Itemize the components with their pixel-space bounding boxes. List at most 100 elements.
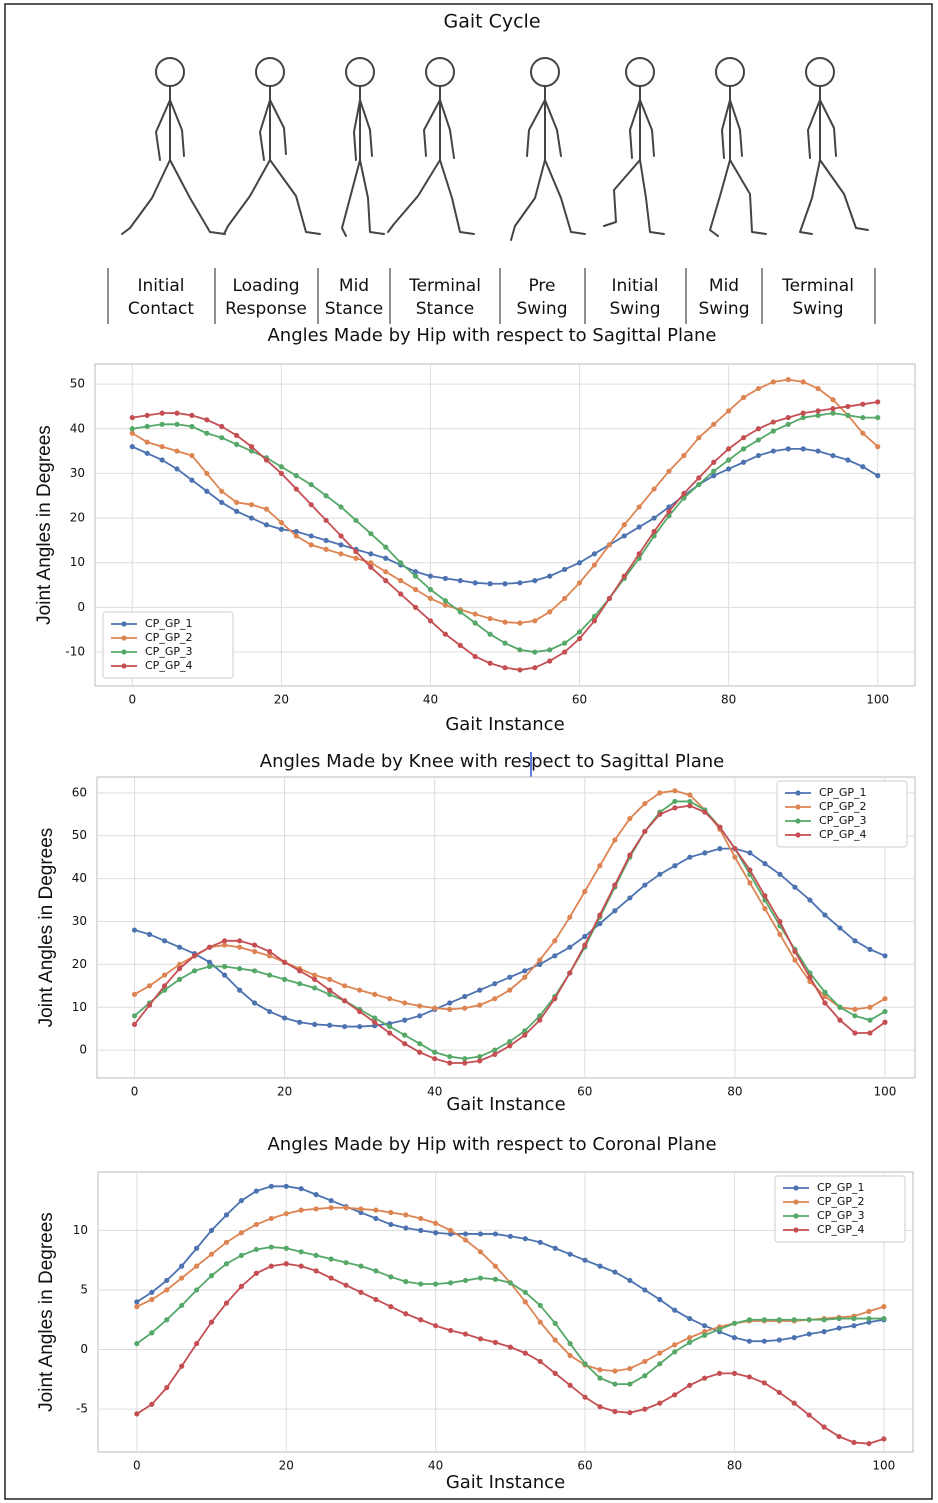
- phase-label: Response: [225, 299, 307, 319]
- y-axis-label: Joint Angles in Degrees: [36, 828, 57, 1028]
- data-point: [131, 1021, 138, 1028]
- data-point: [837, 925, 843, 931]
- data-point: [642, 1358, 648, 1365]
- data-point: [522, 1236, 528, 1242]
- data-point: [701, 1323, 708, 1329]
- data-point: [372, 991, 378, 997]
- x-tick-label: 60: [572, 693, 587, 707]
- data-point: [770, 379, 776, 385]
- data-point: [582, 1394, 588, 1400]
- data-point: [547, 573, 553, 579]
- data-point: [567, 914, 573, 920]
- data-point: [576, 580, 583, 586]
- data-point: [179, 1275, 185, 1281]
- data-point: [591, 618, 598, 624]
- data-point: [442, 575, 448, 581]
- data-point: [403, 1311, 409, 1317]
- data-point: [149, 1296, 155, 1303]
- data-point: [562, 640, 568, 646]
- data-point: [761, 1338, 767, 1344]
- data-point: [567, 1340, 573, 1347]
- data-point: [176, 961, 183, 967]
- data-point: [358, 1209, 364, 1216]
- data-point: [338, 542, 344, 548]
- data-point: [492, 1047, 498, 1053]
- x-tick-label: 60: [577, 1085, 592, 1099]
- data-point: [159, 421, 165, 427]
- data-point: [672, 798, 678, 805]
- data-point: [522, 1032, 528, 1038]
- data-point: [701, 1329, 708, 1335]
- data-point: [134, 1304, 140, 1310]
- legend-box: [774, 1175, 906, 1243]
- data-point: [852, 1013, 858, 1019]
- phase-label: Swing: [610, 299, 661, 319]
- data-point: [327, 1022, 333, 1028]
- data-point: [696, 481, 702, 488]
- legend-swatch: [793, 1227, 799, 1233]
- y-tick-label: 0: [80, 1342, 88, 1356]
- phase-label: Mid: [709, 276, 739, 296]
- data-point: [821, 1329, 827, 1335]
- data-point: [696, 435, 702, 441]
- data-point: [747, 850, 753, 856]
- data-point: [427, 586, 434, 593]
- data-point: [507, 1043, 513, 1049]
- data-point: [562, 649, 568, 655]
- data-point: [487, 581, 493, 587]
- y-tick-label: 10: [72, 1000, 87, 1014]
- data-point: [576, 560, 583, 566]
- data-point: [312, 985, 318, 991]
- data-point: [547, 647, 553, 653]
- data-point: [417, 1013, 423, 1019]
- data-point: [179, 1263, 185, 1269]
- phase-label: Stance: [325, 299, 383, 319]
- data-point: [432, 1056, 438, 1062]
- data-point: [547, 658, 553, 664]
- data-point: [711, 473, 717, 479]
- data-point: [755, 385, 762, 392]
- data-point: [159, 444, 165, 450]
- data-point: [537, 1319, 543, 1325]
- legend-swatch: [795, 832, 801, 838]
- y-tick-label: 10: [70, 555, 85, 569]
- data-point: [770, 428, 776, 434]
- data-point: [860, 464, 866, 470]
- data-point: [567, 1251, 573, 1257]
- data-point: [522, 1299, 528, 1305]
- data-point: [251, 948, 258, 955]
- data-point: [433, 1220, 439, 1226]
- data-point: [507, 1280, 513, 1286]
- data-point: [447, 1006, 453, 1012]
- data-point: [323, 493, 329, 499]
- data-point: [621, 573, 627, 579]
- data-point: [267, 953, 273, 959]
- data-point: [268, 1215, 274, 1222]
- data-point: [248, 444, 255, 450]
- data-point: [651, 515, 657, 521]
- data-point: [821, 1424, 827, 1430]
- data-point: [462, 1056, 468, 1062]
- data-point: [189, 412, 195, 418]
- data-point: [219, 435, 225, 441]
- data-point: [487, 660, 493, 666]
- data-point: [418, 1281, 424, 1287]
- data-point: [176, 976, 183, 982]
- data-point: [537, 1017, 543, 1023]
- data-point: [552, 1245, 558, 1251]
- data-point: [726, 446, 732, 452]
- data-point: [268, 1244, 274, 1250]
- legend-label: CP_GP_2: [819, 800, 866, 813]
- data-point: [387, 1023, 393, 1030]
- gait-title: Gait Cycle: [443, 11, 540, 33]
- data-point: [388, 1274, 394, 1280]
- data-point: [432, 1049, 438, 1055]
- y-tick-label: -10: [65, 645, 85, 659]
- data-point: [219, 488, 225, 494]
- data-point: [492, 996, 498, 1002]
- data-point: [353, 555, 359, 561]
- data-point: [845, 403, 851, 410]
- data-point: [597, 863, 603, 869]
- data-point: [711, 421, 717, 427]
- data-point: [236, 938, 243, 944]
